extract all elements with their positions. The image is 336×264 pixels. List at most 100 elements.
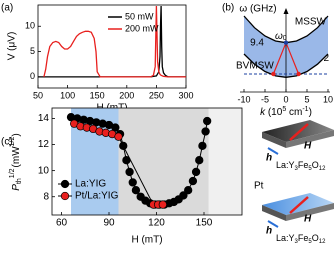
- label-part: La:Y: [276, 233, 295, 243]
- point: [158, 200, 167, 209]
- point: [201, 127, 210, 136]
- y-tick-label: 8: [43, 191, 49, 202]
- y-label-part: 1/2: [9, 137, 16, 147]
- x-tick-label: 120: [148, 218, 165, 229]
- region: [118, 108, 209, 215]
- line: [38, 5, 186, 78]
- x-tick-label: 200: [119, 90, 134, 100]
- x-tick-label: 100: [60, 90, 75, 100]
- rf-label: h: [266, 226, 272, 237]
- label-part: 5: [308, 166, 312, 172]
- label-part: 0: [283, 35, 287, 42]
- legend-label: 50 mW: [125, 11, 154, 21]
- y-tick-label: 9.4: [250, 37, 264, 48]
- y-label-part: P: [11, 184, 22, 191]
- point: [131, 186, 141, 195]
- x-tick-label: 50: [33, 90, 43, 100]
- label-part: La:Y: [276, 160, 295, 170]
- point: [188, 176, 198, 186]
- legend-marker: [60, 191, 70, 201]
- point: [114, 132, 123, 141]
- y-label: V (μV): [7, 32, 18, 61]
- x-tick-label: 0: [283, 94, 288, 104]
- label-part: ω: [275, 31, 283, 42]
- series-label: BVMSW: [236, 61, 274, 72]
- x-tick-label: 5: [304, 94, 309, 104]
- metal-label: Pt: [254, 181, 264, 192]
- y-tick-label: 10: [25, 21, 35, 31]
- label-part: 3: [295, 166, 299, 172]
- legend-label: Pt/La:YIG: [75, 191, 119, 202]
- label-part: Fe: [298, 160, 309, 170]
- region: [208, 108, 242, 215]
- slab-side: [262, 132, 286, 148]
- panel-label: (b): [222, 3, 234, 14]
- legend-marker: [60, 179, 70, 189]
- y-label: ω (GHz): [239, 4, 276, 15]
- plot-frame: [51, 107, 243, 216]
- point: [184, 186, 193, 195]
- point: [111, 123, 120, 132]
- label-part: 12: [319, 239, 326, 245]
- rf-arrow: [267, 220, 279, 228]
- pump-point: [271, 71, 276, 77]
- material-label: La:Y3Fe5O12: [276, 160, 326, 171]
- point: [125, 167, 134, 177]
- y-label-part: (mW: [11, 146, 22, 168]
- legend-label: La:YIG: [75, 179, 106, 190]
- field-label: H: [304, 141, 312, 152]
- x-label-part: cm: [286, 107, 302, 118]
- line: [43, 5, 186, 78]
- x-tick-label: 60: [56, 218, 68, 229]
- y-tick-label: 0: [30, 71, 35, 81]
- series-group: [38, 5, 186, 78]
- field-arrow: [289, 196, 309, 214]
- plot-frame: [37, 4, 187, 89]
- legend-label: 200 mW: [125, 23, 159, 33]
- x-label-part: -1: [302, 106, 308, 113]
- field-label: H: [304, 214, 312, 225]
- y-label-part: ): [11, 133, 22, 136]
- slab-side: [262, 205, 286, 221]
- slab-front: [286, 203, 334, 221]
- label-part: O: [312, 160, 319, 170]
- y-tick-label: 10: [38, 165, 50, 176]
- label-part: 3: [295, 239, 299, 245]
- point: [179, 191, 188, 200]
- label-part: Fe: [298, 233, 309, 243]
- line: [243, 53, 329, 78]
- illustration: H h La:Y3Fe5O12 Pt H h La:Y3Fe5O12: [254, 120, 334, 245]
- omega0-label: ω0: [275, 31, 287, 42]
- label-part: 12: [319, 166, 326, 172]
- x-label: H (mT): [131, 235, 162, 246]
- x-tick-label: 250: [149, 90, 164, 100]
- y-axis-arrow: [283, 8, 289, 14]
- field-arrow: [289, 123, 309, 141]
- x-tick-label: 300: [178, 90, 193, 100]
- label-part: O: [312, 233, 319, 243]
- x-label: k (105 cm-1): [260, 106, 312, 118]
- y-tick-label: 14: [38, 113, 50, 124]
- pump-point: [283, 40, 289, 45]
- x-tick-label: 150: [90, 90, 105, 100]
- series-label: MSSW: [295, 17, 327, 28]
- point: [198, 141, 207, 150]
- y-label: Pth1/2(mW1/2): [9, 133, 23, 190]
- x-tick-label: 10: [323, 94, 333, 104]
- panel-label: (c): [1, 137, 13, 148]
- x-tick-label: -10: [237, 94, 250, 104]
- pump-point: [296, 71, 301, 77]
- point: [191, 167, 201, 177]
- rf-arrow: [267, 147, 279, 155]
- point: [203, 116, 212, 126]
- slab-top: [262, 120, 334, 142]
- material-label: La:Y3Fe5O12: [276, 233, 326, 244]
- y-label-part: th: [16, 178, 23, 184]
- y-tick-label: 5: [30, 46, 35, 56]
- slab-front: [286, 130, 334, 148]
- panel-label: (a): [1, 3, 13, 14]
- x-tick-label: 150: [196, 218, 213, 229]
- slab-top: [262, 193, 334, 215]
